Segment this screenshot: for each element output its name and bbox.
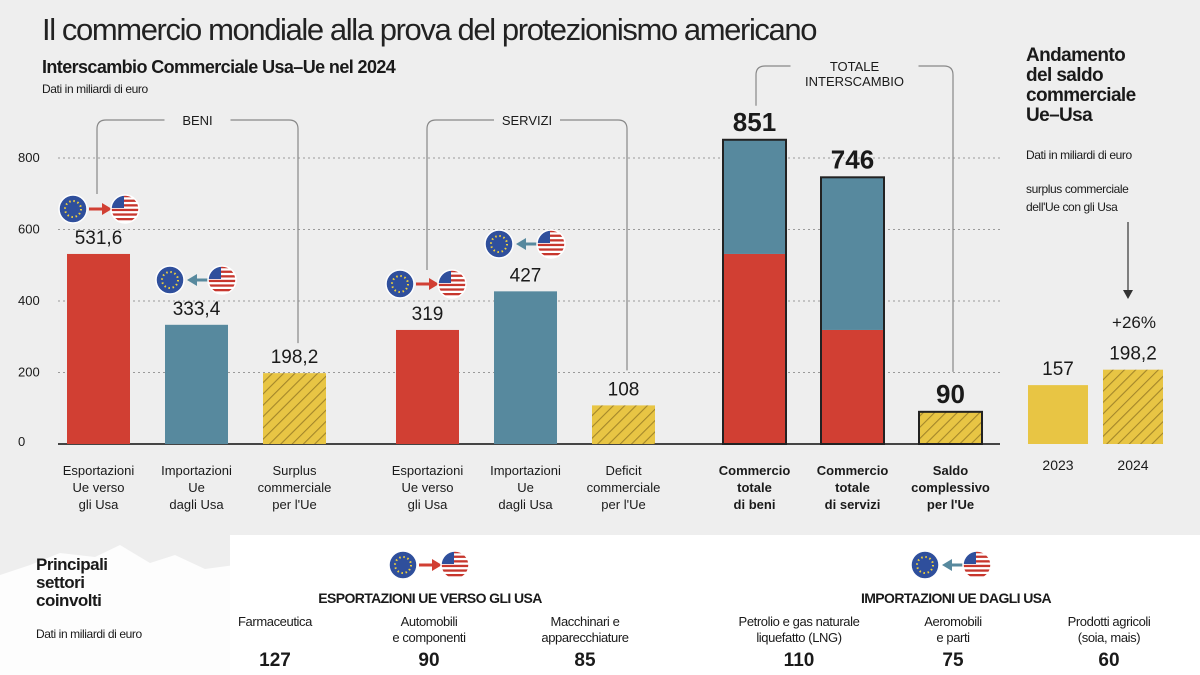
category-label: per l'Ue [601,497,645,512]
sectors-units: Dati in miliardi di euro [36,627,142,641]
bar-value-label: 851 [733,107,776,137]
group-label: TOTALE [830,59,880,74]
sector-name: Farmaceutica [238,614,312,629]
page-title: Il commercio mondiale alla prova del pro… [42,12,817,47]
bar-value-label: 90 [936,379,965,409]
category-label: Ue [188,480,205,495]
category-label: Esportazioni [63,463,135,478]
category-label: gli Usa [79,497,120,512]
bar-value-label: 319 [412,304,444,325]
bar [494,291,557,444]
y-tick-label: 0 [18,434,25,449]
bar-value-label: 427 [510,265,542,286]
side-bar-value: 198,2 [1109,344,1157,365]
bar [592,405,655,444]
stack-segment-import [821,177,884,330]
bar [165,324,228,444]
group-label-background [494,111,560,130]
bar-value-label: 333,4 [173,299,221,320]
side-year-label: 2024 [1117,457,1148,473]
side-bar [1103,369,1163,444]
bar-outline [722,138,787,446]
sector-value: 60 [1098,650,1120,671]
category-label: Saldo [933,463,968,478]
category-label: di beni [734,497,776,512]
category-label: Commercio [719,463,791,478]
bar-value-label: 108 [608,379,640,400]
import-flags-icon [155,264,241,296]
category-label: Commercio [817,463,889,478]
import-flags-icon [484,228,570,260]
growth-percentage: +26% [1112,313,1156,332]
sector-value: 90 [418,650,440,671]
bar-value-label: 531,6 [75,228,123,249]
stack-segment-export [723,253,786,444]
category-label: Esportazioni [392,463,464,478]
category-label: commerciale [587,480,661,495]
stack-segment-import [723,139,786,254]
category-label: Ue verso [72,480,124,495]
category-label: complessivo [911,480,990,495]
y-tick-label: 800 [18,150,40,165]
side-arrow-head [1123,290,1133,299]
category-label: totale [835,480,870,495]
group-label: SERVIZI [502,113,552,128]
bar-value-label: 746 [831,144,874,174]
sector-value: 127 [259,650,291,671]
category-label: Ue [517,480,534,495]
side-bar-value: 157 [1042,359,1074,380]
side-units: Dati in miliardi di euro [1026,148,1132,162]
sector-name: Prodotti agricoli (soia, mais) [1067,614,1151,645]
sector-name: Automobili e componenti [392,614,466,645]
group-label: BENI [182,113,212,128]
group-label-background [790,57,919,91]
chart-units: Dati in miliardi di euro [42,82,148,96]
sector-value: 110 [783,650,815,671]
stack-segment-export [821,329,884,444]
import-sectors-heading: IMPORTAZIONI UE DAGLI USA [860,590,1052,606]
bar [396,329,459,444]
category-label: Importazioni [161,463,232,478]
sector-name: Macchinari e apparecchiature [541,614,629,645]
import-flags-icon [910,549,996,581]
bar [263,373,326,444]
category-label: dagli Usa [169,497,224,512]
category-label: Ue verso [401,480,453,495]
europe-map-silhouette [0,545,240,675]
category-label: per l'Ue [927,497,974,512]
sectors-title: Principali settori coinvolti [36,555,108,610]
category-label: per l'Ue [272,497,316,512]
category-label: commerciale [258,480,332,495]
group-label: INTERSCAMBIO [805,74,904,89]
export-flags-icon [388,549,474,581]
bar [67,253,130,444]
sector-value: 85 [574,650,596,671]
y-tick-label: 200 [18,365,40,380]
bar-value-label: 198,2 [271,347,319,368]
category-label: di servizi [825,497,881,512]
category-label: dagli Usa [498,497,553,512]
category-label: totale [737,480,772,495]
category-label: Surplus [272,463,317,478]
side-title: Andamento del saldo commerciale Ue–Usa [1026,45,1136,126]
bar-outline [820,176,885,445]
y-tick-label: 400 [18,293,40,308]
bar [918,410,983,446]
export-flags-icon [58,193,144,225]
y-tick-label: 600 [18,222,40,237]
group-label-background [164,111,231,130]
export-sectors-heading: ESPORTAZIONI UE VERSO GLI USA [318,590,542,606]
side-year-label: 2023 [1042,457,1073,473]
category-label: Importazioni [490,463,561,478]
main-bar-chart: 0 200 400 600 800 531,6 Esportazioni Ue verso gl… [18,57,1163,512]
export-flags-icon [385,268,471,300]
category-label: Deficit [605,463,642,478]
sector-value: 75 [942,650,964,671]
side-bar [1028,385,1088,444]
sector-name: Aeromobili e parti [924,614,982,645]
category-label: gli Usa [408,497,449,512]
sector-name: Petrolio e gas naturale liquefatto (LNG) [738,614,860,645]
chart-subtitle: Interscambio Commerciale Usa–Ue nel 2024 [42,57,396,77]
side-note: surplus commerciale dell'Ue con gli Usa [1026,182,1129,214]
